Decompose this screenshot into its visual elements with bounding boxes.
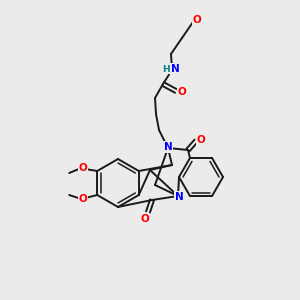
Text: N: N [164, 142, 172, 152]
Text: O: O [141, 214, 149, 224]
Text: N: N [175, 192, 183, 202]
Text: H: H [162, 64, 170, 74]
Text: O: O [79, 194, 88, 204]
Text: O: O [196, 135, 206, 145]
Text: O: O [178, 87, 186, 97]
Text: O: O [79, 163, 88, 173]
Text: O: O [193, 15, 201, 25]
Text: N: N [171, 64, 179, 74]
